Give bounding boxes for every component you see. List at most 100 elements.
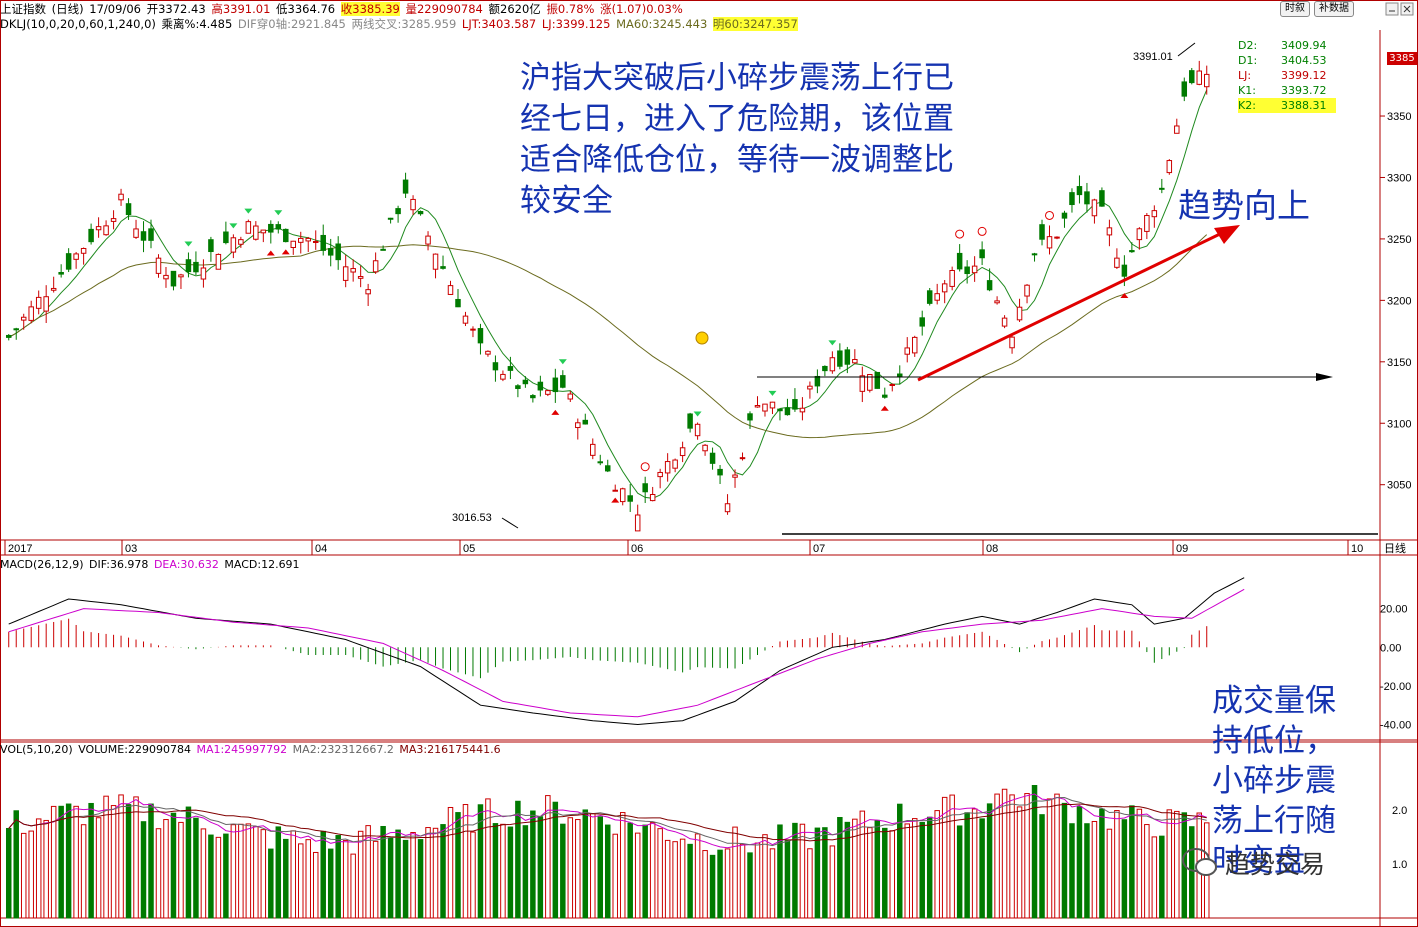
candle-body bbox=[80, 247, 87, 254]
volume-bar bbox=[417, 839, 424, 919]
volume-bar bbox=[507, 826, 514, 919]
volume-bar bbox=[762, 834, 768, 919]
sell-signal-marker bbox=[244, 208, 253, 214]
volume-bar bbox=[807, 848, 813, 919]
candle-body bbox=[904, 347, 910, 355]
candle-body bbox=[350, 268, 356, 273]
volume-ma1-line bbox=[8, 793, 1207, 849]
candle-body bbox=[65, 253, 72, 270]
volume-bar bbox=[844, 821, 851, 919]
date-tick-label: 06 bbox=[631, 543, 643, 555]
volume-bar bbox=[50, 805, 57, 919]
candle-body bbox=[305, 237, 311, 242]
candle-body bbox=[754, 405, 761, 408]
minimize-icon[interactable] bbox=[1385, 2, 1399, 16]
candle-body bbox=[1196, 70, 1203, 85]
candle-body bbox=[724, 503, 731, 513]
candle-body bbox=[844, 349, 851, 365]
date-tick-label: 05 bbox=[463, 543, 475, 555]
candle-body bbox=[50, 287, 57, 291]
fuquan-button[interactable]: 补数据 bbox=[1314, 1, 1354, 17]
bias-value: 乘离%:4.485 bbox=[161, 17, 233, 31]
high-value: 高3391.01 bbox=[211, 2, 271, 16]
candle-body bbox=[178, 274, 184, 278]
volume-bar bbox=[1076, 806, 1083, 919]
indicator-row-d2: D2: 3409.94 bbox=[1238, 39, 1327, 52]
volume-bar bbox=[1189, 826, 1195, 919]
candle-body bbox=[13, 328, 19, 331]
amplitude-value: 振0.78% bbox=[546, 2, 595, 16]
candle-body bbox=[485, 350, 491, 355]
candle-body bbox=[5, 334, 12, 338]
macd-name: MACD(26,12,9) bbox=[0, 558, 84, 571]
candle-body bbox=[73, 253, 79, 260]
candle-body bbox=[687, 413, 693, 429]
volume-bar bbox=[1046, 798, 1053, 919]
volume-bar bbox=[769, 848, 776, 919]
candle-body bbox=[283, 228, 289, 243]
candle-body bbox=[792, 399, 798, 410]
candle-body bbox=[103, 225, 109, 236]
volume-bar bbox=[619, 812, 626, 919]
volume-bar bbox=[792, 822, 798, 919]
candle-body bbox=[590, 443, 596, 456]
macd-header: MACD(26,12,9) DIF:36.978 DEA:30.632 MACD… bbox=[0, 557, 1280, 573]
candle-body bbox=[185, 259, 192, 273]
volume-bar bbox=[702, 850, 708, 919]
candle-body bbox=[133, 228, 139, 238]
volume-bar bbox=[799, 823, 806, 919]
volume-bar bbox=[859, 810, 866, 919]
candle-body bbox=[769, 401, 776, 409]
volume-bar bbox=[335, 835, 341, 919]
volume-bar bbox=[80, 824, 87, 919]
volume-bar bbox=[380, 825, 386, 919]
candle-body bbox=[1039, 224, 1045, 240]
candle-body bbox=[1166, 160, 1173, 174]
volume-bar bbox=[597, 816, 604, 919]
candle-body bbox=[88, 228, 94, 243]
candle-body bbox=[1061, 212, 1068, 219]
candle-body bbox=[1001, 317, 1008, 327]
volume-bar bbox=[20, 832, 27, 919]
candle-body bbox=[193, 261, 199, 273]
candle-body bbox=[852, 359, 858, 364]
candle-body bbox=[956, 252, 963, 270]
candle-body bbox=[290, 240, 297, 249]
candle-body bbox=[455, 298, 461, 308]
volume-bar bbox=[732, 826, 738, 919]
candle-body bbox=[1024, 284, 1030, 297]
volume-bar bbox=[298, 843, 304, 919]
candle-body bbox=[417, 211, 424, 215]
volume-bar bbox=[979, 818, 985, 919]
candle-body bbox=[230, 237, 237, 253]
volume-bar bbox=[724, 848, 731, 919]
volume-bar bbox=[5, 827, 12, 919]
volume-bar bbox=[747, 852, 753, 919]
volume-bar bbox=[956, 825, 963, 919]
candle-body bbox=[575, 422, 581, 429]
volume-bar bbox=[882, 827, 888, 919]
buy-signal-marker bbox=[551, 409, 560, 415]
candle-body bbox=[814, 375, 821, 387]
history-button[interactable]: 时叙 bbox=[1280, 1, 1310, 17]
macd-panel bbox=[8, 577, 1245, 726]
candle-body bbox=[1091, 199, 1098, 217]
volume-bar bbox=[170, 812, 177, 919]
close-icon[interactable] bbox=[1400, 2, 1414, 16]
candle-body bbox=[1099, 190, 1105, 207]
volume-bar bbox=[485, 798, 491, 919]
peak-circle-marker bbox=[1045, 210, 1055, 220]
candle-body bbox=[522, 379, 529, 385]
candle-body bbox=[1046, 236, 1053, 249]
volume-bar bbox=[687, 843, 693, 919]
volume-bar bbox=[1001, 788, 1008, 919]
candle-body bbox=[545, 390, 551, 395]
smiley-icon bbox=[695, 331, 709, 345]
volume-tick-label: 2.0 bbox=[1392, 805, 1407, 817]
volume-bar bbox=[627, 822, 633, 919]
candle-body bbox=[537, 381, 544, 391]
candle-body bbox=[43, 296, 49, 312]
volume-bar bbox=[590, 813, 596, 919]
candle-body bbox=[1174, 125, 1180, 134]
volume-bar bbox=[612, 833, 618, 919]
